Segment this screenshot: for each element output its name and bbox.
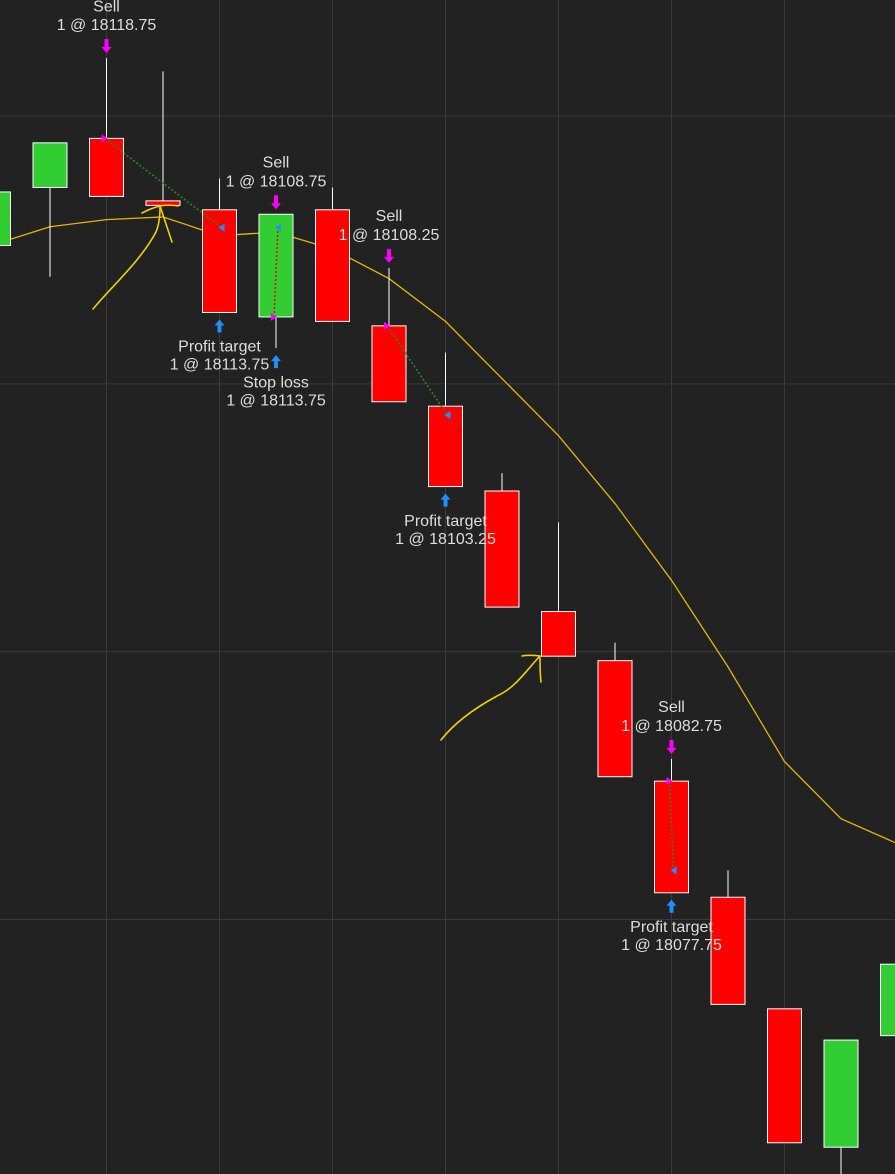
entry-marker (384, 321, 390, 330)
exit-arrow (214, 319, 225, 333)
annotation-arrowhead (521, 654, 542, 683)
candle-body (654, 780, 689, 894)
candle-body (880, 963, 895, 1037)
exit-label: 1 @ 18103.25 (395, 531, 496, 548)
candle-body (0, 191, 11, 247)
exit-arrow (666, 899, 677, 913)
sell-arrow (101, 39, 112, 54)
exit-marker (670, 866, 677, 875)
trade-line (273, 227, 279, 317)
exit-action: Profit target (178, 339, 261, 356)
exit-marker (275, 223, 281, 232)
hand-annotations (92, 204, 542, 741)
annotation-curve (440, 655, 541, 741)
trade-line (104, 137, 222, 229)
candle-body (484, 490, 520, 608)
moving-average-layer (0, 216, 895, 844)
entry-action: Sell (658, 699, 685, 716)
exit-marker (218, 223, 225, 232)
moving-average (0, 216, 895, 844)
entry-label: 1 @ 18118.75 (57, 17, 157, 34)
trade-line (386, 325, 449, 416)
candle-body (428, 405, 463, 488)
entry-marker (271, 312, 277, 321)
exit-arrow (440, 493, 451, 507)
exit-action: Stop loss (243, 374, 309, 391)
entry-marker (101, 134, 108, 143)
exit-label: 1 @ 18113.75 (226, 392, 326, 409)
candle-body (89, 137, 124, 197)
exit-marker (444, 411, 451, 420)
entry-action: Sell (376, 208, 403, 225)
entry-label: 1 @ 18108.25 (339, 227, 440, 244)
candle-body (32, 142, 68, 188)
entry-action: Sell (93, 0, 120, 15)
candle-body (315, 209, 350, 322)
trade-line (668, 781, 675, 871)
candle-body (371, 325, 407, 403)
exit-action: Profit target (630, 919, 713, 936)
annotation-curve (92, 205, 161, 310)
exit-label: 1 @ 18077.75 (621, 937, 722, 954)
entry-action: Sell (263, 154, 290, 171)
entry-marker (666, 777, 673, 786)
exit-arrow (271, 355, 281, 369)
exit-label: 1 @ 18113.75 (170, 357, 270, 374)
candle-body (541, 611, 576, 657)
candle-body (710, 896, 746, 1005)
sell-arrow (271, 195, 281, 210)
annotation-arrowhead (141, 204, 179, 243)
entry-label: 1 @ 18082.75 (621, 718, 722, 735)
candle-body (767, 1008, 802, 1144)
sell-arrow (666, 739, 677, 754)
entry-label: 1 @ 18108.75 (226, 173, 327, 190)
candle-body (597, 660, 633, 778)
candle-body (823, 1039, 859, 1148)
candle-body (258, 213, 294, 318)
sell-arrow (384, 248, 394, 263)
candle-body (145, 200, 181, 206)
exit-action: Profit target (404, 513, 487, 530)
